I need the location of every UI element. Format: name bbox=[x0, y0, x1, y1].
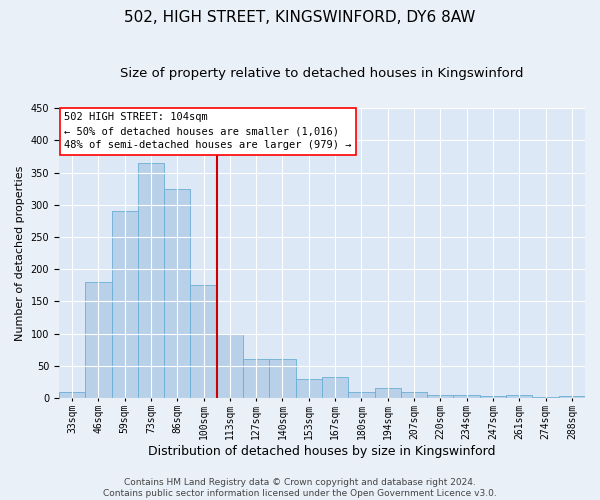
Bar bbox=[269, 360, 296, 398]
Bar bbox=[532, 397, 559, 398]
Text: 502, HIGH STREET, KINGSWINFORD, DY6 8AW: 502, HIGH STREET, KINGSWINFORD, DY6 8AW bbox=[124, 10, 476, 25]
Title: Size of property relative to detached houses in Kingswinford: Size of property relative to detached ho… bbox=[120, 68, 524, 80]
Text: 502 HIGH STREET: 104sqm
← 50% of detached houses are smaller (1,016)
48% of semi: 502 HIGH STREET: 104sqm ← 50% of detache… bbox=[64, 112, 352, 150]
Bar bbox=[217, 334, 243, 398]
Bar bbox=[112, 211, 138, 398]
Y-axis label: Number of detached properties: Number of detached properties bbox=[15, 166, 25, 341]
Bar bbox=[164, 188, 190, 398]
Bar bbox=[243, 360, 269, 398]
X-axis label: Distribution of detached houses by size in Kingswinford: Distribution of detached houses by size … bbox=[148, 444, 496, 458]
Bar bbox=[296, 379, 322, 398]
Bar bbox=[59, 392, 85, 398]
Bar bbox=[138, 163, 164, 398]
Bar bbox=[427, 395, 454, 398]
Bar bbox=[559, 396, 585, 398]
Bar bbox=[401, 392, 427, 398]
Bar bbox=[190, 286, 217, 398]
Bar bbox=[506, 395, 532, 398]
Bar bbox=[480, 396, 506, 398]
Bar bbox=[348, 392, 374, 398]
Bar bbox=[374, 388, 401, 398]
Text: Contains HM Land Registry data © Crown copyright and database right 2024.
Contai: Contains HM Land Registry data © Crown c… bbox=[103, 478, 497, 498]
Bar bbox=[322, 377, 348, 398]
Bar bbox=[85, 282, 112, 398]
Bar bbox=[454, 395, 480, 398]
